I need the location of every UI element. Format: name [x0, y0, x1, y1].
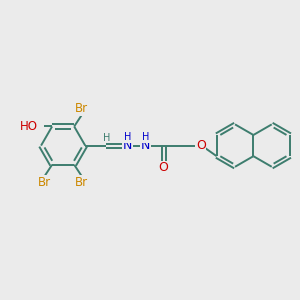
Text: O: O — [159, 161, 169, 175]
Text: H: H — [142, 132, 149, 142]
Text: N: N — [141, 139, 150, 152]
Text: O: O — [196, 139, 206, 152]
Text: N: N — [123, 139, 132, 152]
Text: H: H — [124, 132, 131, 142]
Text: Br: Br — [75, 176, 88, 189]
Text: HO: HO — [20, 120, 38, 133]
Text: H: H — [103, 133, 110, 143]
Text: Br: Br — [38, 176, 51, 189]
Text: Br: Br — [75, 102, 88, 115]
